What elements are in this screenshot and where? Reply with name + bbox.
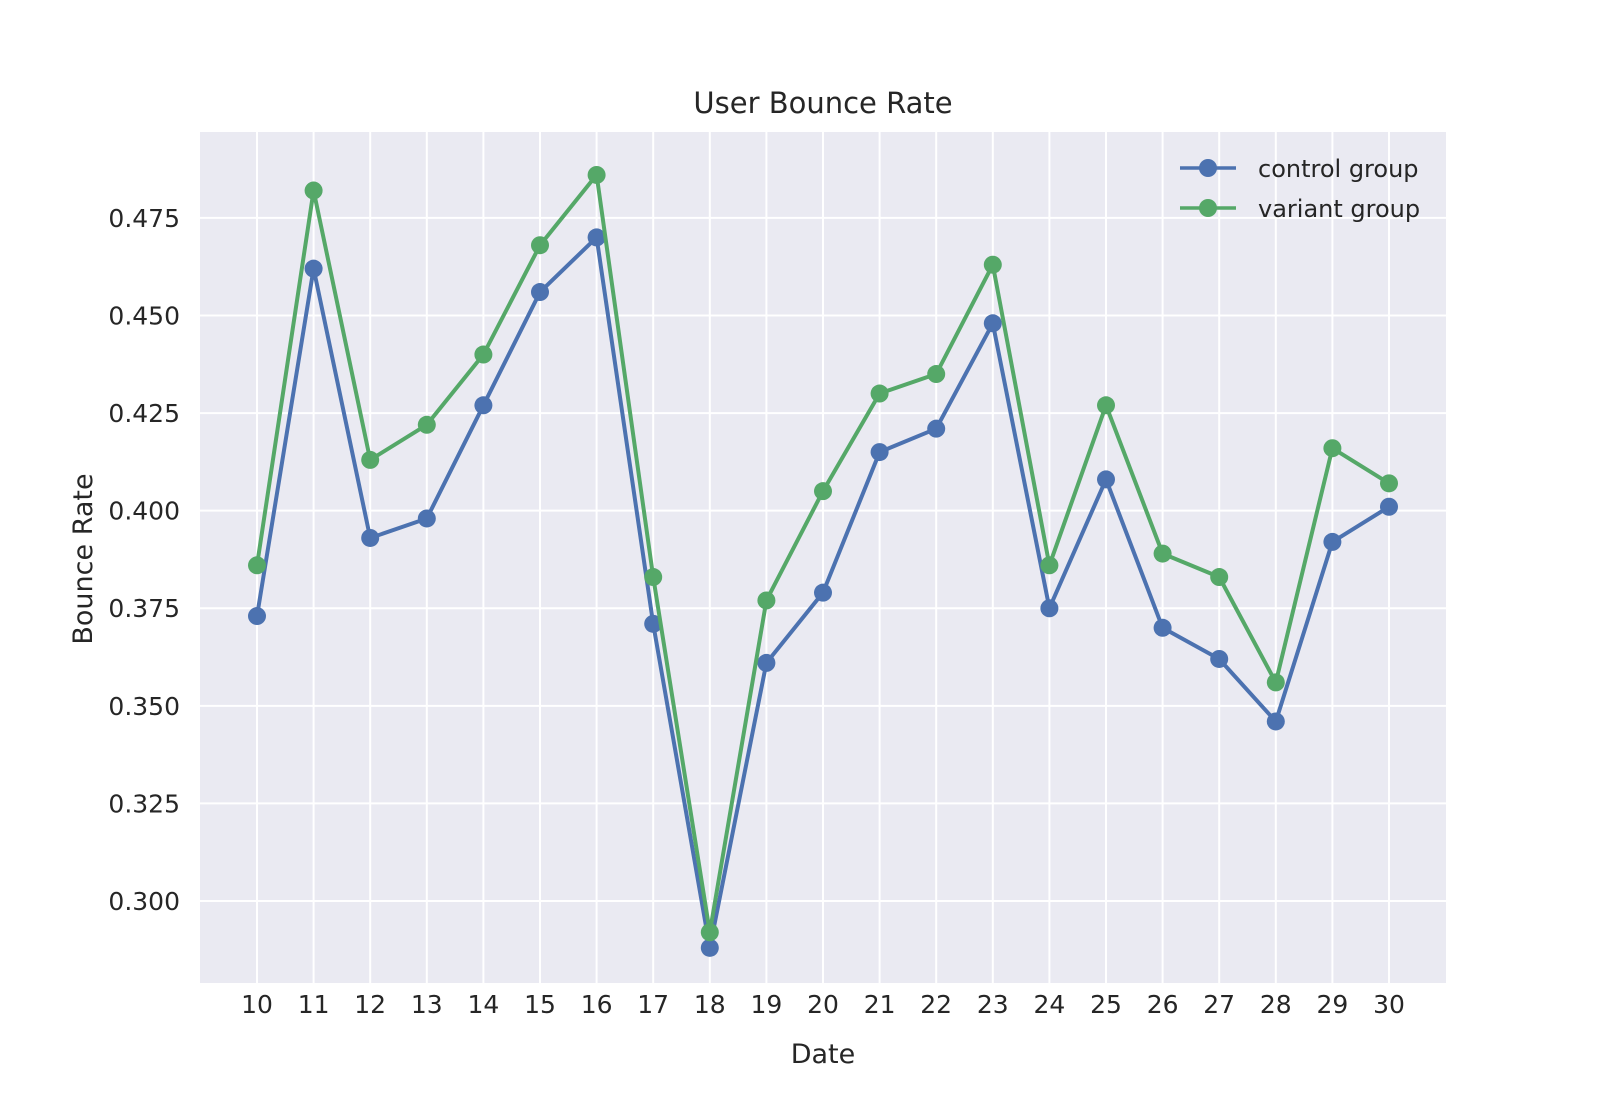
data-point-control-group <box>1323 532 1342 551</box>
y-tick-label: 0.325 <box>108 789 180 818</box>
data-point-control-group <box>1040 599 1059 618</box>
data-point-variant-group <box>870 384 889 403</box>
data-point-variant-group <box>361 450 380 469</box>
series-variant-group <box>248 165 1398 942</box>
data-point-variant-group <box>644 568 663 587</box>
data-point-variant-group <box>983 255 1002 274</box>
x-tick-label: 14 <box>467 990 499 1019</box>
x-tick-label: 10 <box>241 990 273 1019</box>
x-tick-label: 25 <box>1090 990 1122 1019</box>
data-point-variant-group <box>587 165 606 184</box>
data-point-control-group <box>361 528 380 547</box>
data-point-control-group <box>814 583 832 602</box>
x-tick-label: 11 <box>298 990 330 1019</box>
x-tick-label: 23 <box>977 990 1009 1019</box>
x-tick-label: 19 <box>750 990 782 1019</box>
data-point-variant-group <box>531 236 549 255</box>
data-point-variant-group <box>814 482 832 501</box>
data-point-variant-group <box>248 556 266 575</box>
y-tick-label: 0.425 <box>108 399 180 428</box>
x-tick-label: 22 <box>920 990 952 1019</box>
data-point-variant-group <box>1040 556 1059 575</box>
x-tick-label: 29 <box>1316 990 1348 1019</box>
tick-labels: 10 11 12 13 14 15 16 17 18 19 20 21 22 23 24 25 26 27 28 29… <box>108 204 1404 1019</box>
data-point-variant-group <box>1097 396 1115 415</box>
data-point-control-group <box>1380 497 1398 516</box>
data-point-control-group <box>587 228 606 247</box>
data-point-variant-group <box>1210 568 1229 587</box>
data-point-control-group <box>983 314 1002 333</box>
data-point-variant-group <box>927 365 946 384</box>
x-tick-label: 30 <box>1373 990 1405 1019</box>
data-point-control-group <box>644 614 663 633</box>
y-tick-label: 0.400 <box>108 497 180 526</box>
x-tick-label: 24 <box>1033 990 1065 1019</box>
data-point-variant-group <box>700 923 719 942</box>
legend-control-label: control group <box>1258 155 1419 183</box>
data-point-control-group <box>1266 712 1285 731</box>
y-tick-label: 0.375 <box>108 594 180 623</box>
y-tick-label: 0.475 <box>108 204 180 233</box>
data-point-control-group <box>304 259 323 278</box>
data-point-control-group <box>927 419 946 438</box>
legend-variant-label: variant group <box>1258 195 1420 223</box>
x-axis-label: Date <box>791 1039 856 1070</box>
data-point-control-group <box>1210 649 1229 668</box>
x-tick-label: 21 <box>864 990 896 1019</box>
data-point-control-group <box>474 396 493 415</box>
x-tick-label: 13 <box>411 990 443 1019</box>
series-lines <box>248 165 1398 957</box>
x-tick-label: 17 <box>637 990 669 1019</box>
legend: control group variant group <box>1180 155 1420 223</box>
data-point-control-group <box>248 607 266 626</box>
chart-title: User Bounce Rate <box>693 86 952 120</box>
x-tick-label: 26 <box>1147 990 1179 1019</box>
data-point-control-group <box>700 938 719 957</box>
x-tick-label: 27 <box>1203 990 1235 1019</box>
data-point-control-group <box>1153 618 1172 637</box>
x-tick-label: 20 <box>807 990 839 1019</box>
data-point-variant-group <box>1153 544 1172 563</box>
y-tick-label: 0.300 <box>108 887 180 916</box>
data-point-control-group <box>757 653 776 672</box>
y-axis-label: Bounce Rate <box>68 473 99 644</box>
x-tick-label: 16 <box>581 990 613 1019</box>
data-point-control-group <box>870 443 889 462</box>
data-point-variant-group <box>474 345 493 364</box>
data-point-variant-group <box>757 591 776 610</box>
x-tick-label: 28 <box>1260 990 1292 1019</box>
data-point-control-group <box>417 509 436 528</box>
data-point-variant-group <box>1380 474 1398 493</box>
data-point-variant-group <box>1266 673 1285 692</box>
x-tick-label: 15 <box>524 990 556 1019</box>
grid-lines <box>200 132 1446 983</box>
legend-control-marker <box>1199 159 1217 177</box>
data-point-control-group <box>531 283 549 302</box>
y-tick-label: 0.450 <box>108 301 180 330</box>
data-point-control-group <box>1097 470 1115 489</box>
series-control-group <box>248 228 1398 957</box>
x-tick-label: 18 <box>694 990 726 1019</box>
data-point-variant-group <box>417 415 436 434</box>
data-point-variant-group <box>304 181 323 200</box>
legend-variant-marker <box>1199 199 1217 217</box>
x-tick-label: 12 <box>354 990 386 1019</box>
data-point-variant-group <box>1323 439 1342 458</box>
y-tick-label: 0.350 <box>108 692 180 721</box>
